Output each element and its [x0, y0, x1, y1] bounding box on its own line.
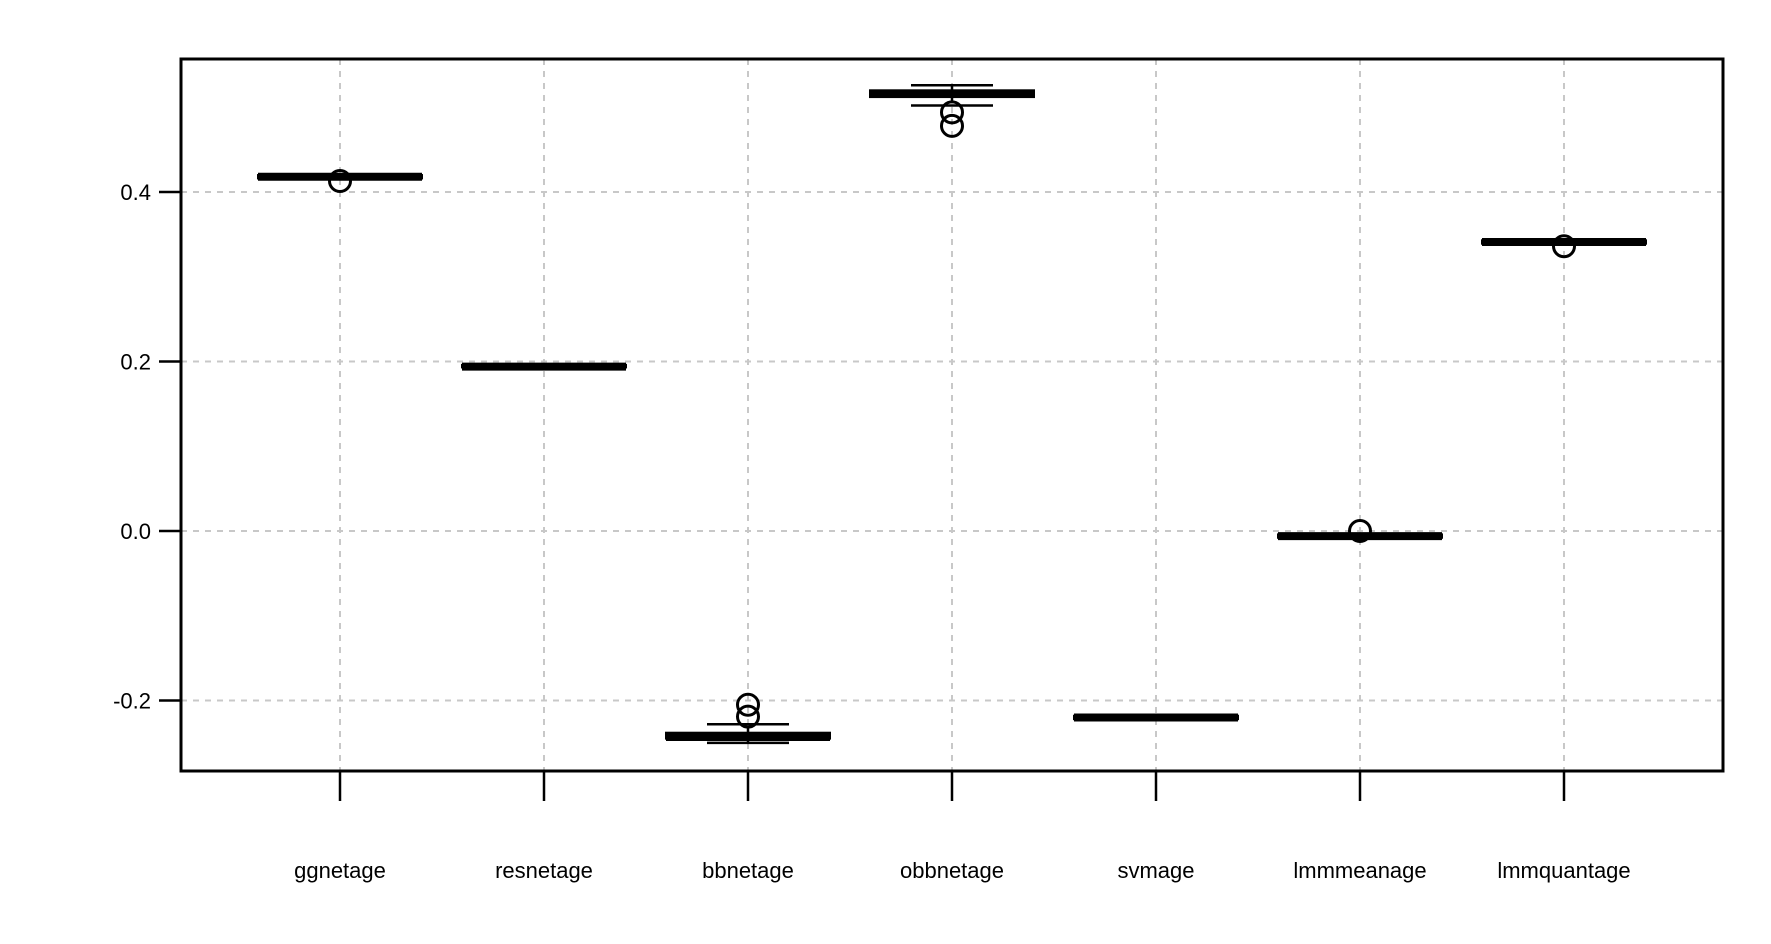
y-axis: -0.2 0.0 0.2 0.4	[113, 180, 181, 714]
x-axis: ggnetage resnetage bbnetage obbnetage svmage…	[294, 771, 1631, 883]
x-category-label-5: lmmmeanage	[1293, 858, 1426, 883]
box-obbnetage	[869, 83, 1035, 138]
outlier-point-0	[736, 692, 760, 717]
plot-frame	[179, 57, 1725, 773]
x-category-label-2: bbnetage	[702, 858, 794, 883]
y-tick-label-2: 0.2	[120, 350, 151, 375]
x-category-label-3: obbnetage	[900, 858, 1004, 883]
box-svmage	[1073, 713, 1239, 722]
box-resnetage	[461, 362, 627, 371]
y-tick-label-0: -0.2	[113, 689, 151, 714]
x-category-label-6: lmmquantage	[1497, 858, 1630, 883]
outlier-point-0	[328, 168, 352, 193]
boxes	[257, 83, 1647, 745]
box-bbnetage	[665, 692, 831, 745]
x-category-label-4: svmage	[1117, 858, 1194, 883]
box-lmmmeanage	[1277, 519, 1443, 543]
outlier-point-0	[1348, 519, 1372, 543]
y-tick-label-3: 0.4	[120, 180, 151, 205]
outlier-point-0	[1552, 234, 1576, 259]
x-category-label-0: ggnetage	[294, 858, 386, 883]
box-ggnetage	[257, 168, 423, 193]
box-lmmquantage	[1481, 234, 1647, 259]
outlier-point-1	[736, 704, 760, 729]
y-tick-label-1: 0.0	[120, 519, 151, 544]
x-category-label-1: resnetage	[495, 858, 593, 883]
grid-lines	[181, 59, 1723, 771]
outlier-point-1	[940, 113, 964, 138]
outlier-point-0	[940, 100, 964, 125]
